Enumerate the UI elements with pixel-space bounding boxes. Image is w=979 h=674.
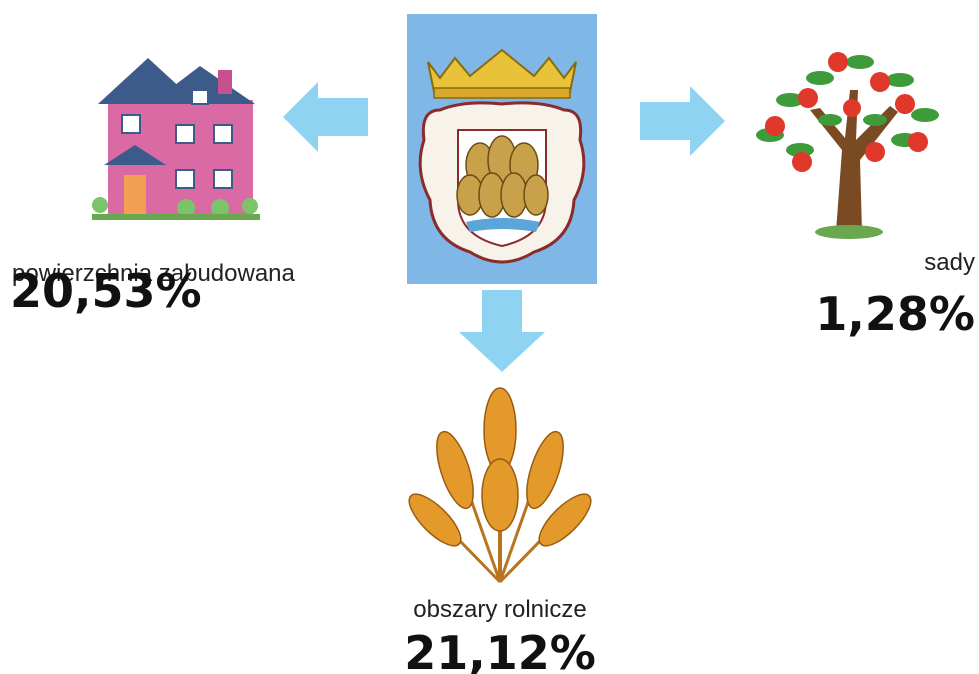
- tree-icon: [756, 52, 939, 239]
- coat-of-arms: [407, 14, 597, 284]
- value-agricultural: 21,12%: [404, 626, 596, 674]
- value-orchards: 1,28%: [815, 287, 975, 341]
- wheat-icon: [408, 387, 592, 584]
- value-built-area: 20,53%: [10, 264, 202, 318]
- house-icon: [92, 58, 260, 220]
- label-agricultural: obszary rolnicze: [413, 596, 586, 623]
- arrow-right: [640, 86, 725, 156]
- label-built-area: powierzchnia zabudowana: [12, 260, 296, 287]
- arrow-left: [283, 82, 368, 152]
- label-orchards: sady: [924, 249, 975, 276]
- arrow-down: [459, 290, 545, 372]
